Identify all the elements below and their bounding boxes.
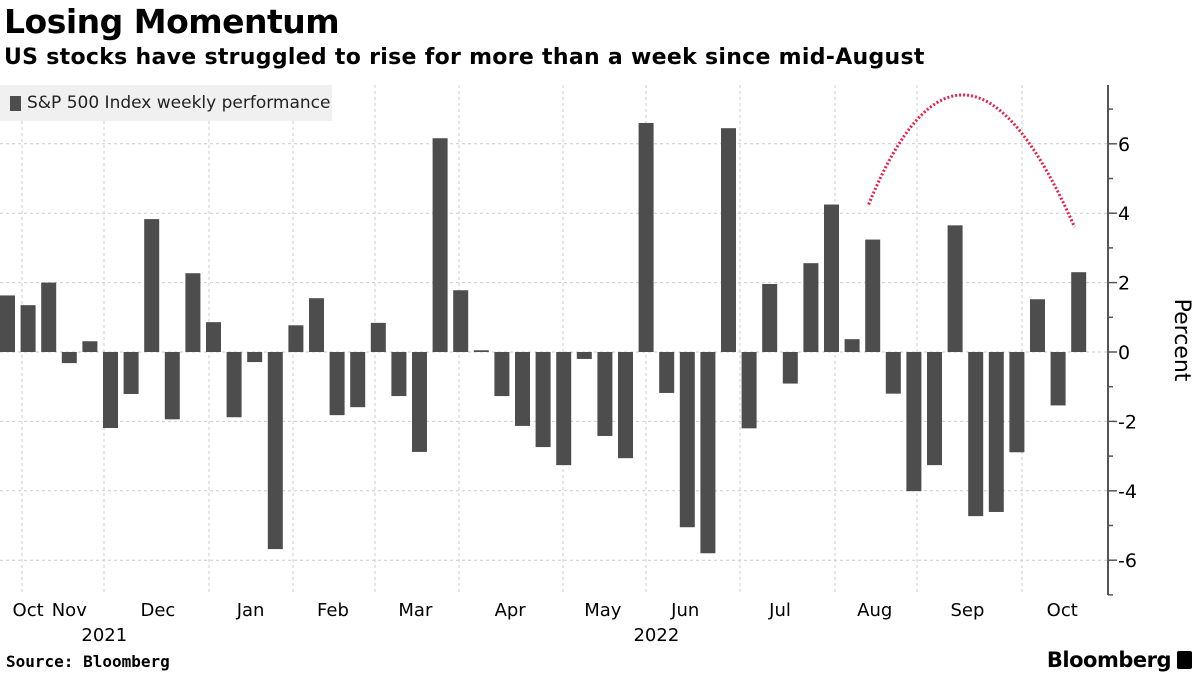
bar [41,282,57,352]
bar [659,352,675,393]
bar [185,273,201,352]
x-tick-label: Mar [398,600,433,621]
bar [391,352,407,397]
bar [473,350,489,352]
bar [20,305,36,352]
chart-title: Losing Momentum [4,2,340,41]
y-tick-label: 0 [1118,342,1130,364]
bar [144,219,160,352]
bar [0,295,15,352]
x-tick-label: May [584,600,622,621]
bar [61,352,77,364]
bar [988,352,1004,512]
bar [721,128,736,352]
bar [206,322,221,352]
x-axis-labels: Oct Nov Dec Jan Feb Mar Apr May Jun Jul Aug Sep Oct 2… [13,600,1078,646]
y-tick-label: 6 [1118,134,1130,156]
bar [226,352,242,418]
bars [0,122,1087,554]
bar [515,352,530,426]
legend-swatch [10,95,21,111]
legend: S&P 500 Index weekly performance [0,85,332,121]
bar [453,290,469,352]
bar [885,352,901,394]
x-tick-label: Apr [495,600,527,621]
bar [329,352,345,416]
bar [906,352,922,492]
bar [1050,352,1066,406]
bar [432,138,448,352]
bar [267,352,283,550]
bar [412,352,427,452]
bar [123,352,139,394]
bar [288,325,304,352]
x-tick-label: Nov [52,600,87,621]
y-tick-label: -6 [1118,550,1137,572]
legend-label: S&P 500 Index weekly performance [27,93,331,113]
bar [741,352,757,429]
gridlines [0,85,1108,595]
y-tick-label: 4 [1118,203,1130,225]
bar [947,225,963,352]
bar [350,352,366,408]
x-tick-label: Jun [670,600,699,621]
chart-subtitle: US stocks have struggled to rise for mor… [4,45,925,70]
bar [638,122,654,352]
x-tick-label: Jul [768,600,791,621]
bar [824,204,839,352]
bar [700,352,716,554]
bloomberg-logo: Bloomberg [1047,648,1192,672]
y-axis-title: Percent [1169,299,1194,382]
x-year-label: 2021 [81,625,127,646]
y-tick-label: -4 [1118,481,1137,503]
bar [82,341,98,352]
x-tick-label: Oct [1047,600,1078,621]
y-tick-label: 2 [1118,273,1130,295]
y-axis: -6 -4 -2 0 2 4 6 [1107,85,1137,596]
x-year-label: 2022 [633,625,679,646]
bar [927,352,942,466]
x-tick-label: Jan [236,600,265,621]
bar [782,352,798,384]
bar [968,352,984,517]
bar [535,352,551,448]
bar [309,298,324,352]
bar [844,339,860,352]
bar [1009,352,1025,453]
bar [762,283,778,352]
bar [494,352,510,397]
bar [597,352,613,436]
annotation-arc [867,93,1076,228]
logo-mark-icon [1177,651,1192,669]
y-tick-label: -2 [1118,411,1137,433]
bar [679,352,695,528]
bar [370,322,386,352]
x-tick-label: Dec [140,600,175,621]
x-tick-label: Sep [950,600,984,621]
bar [618,352,633,459]
x-tick-label: Aug [857,600,892,621]
logo-text: Bloomberg [1046,648,1172,672]
bar [865,239,881,352]
x-tick-label: Oct [13,600,44,621]
bar [103,352,118,428]
bar [247,352,263,363]
bar [803,263,819,352]
source-note: Source: Bloomberg [6,652,170,671]
bar [556,352,572,466]
bar [576,352,592,359]
x-tick-label: Feb [317,600,349,621]
bar [1030,299,1045,352]
bar [164,352,180,420]
bar [1071,272,1087,352]
